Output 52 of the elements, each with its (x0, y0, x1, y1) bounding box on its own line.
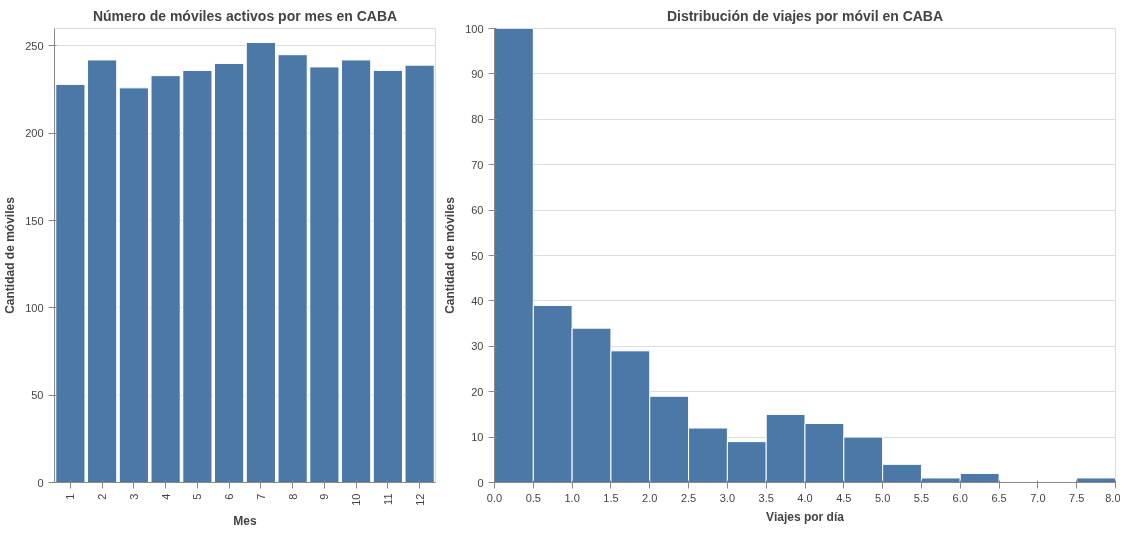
x-tick-label: 6.5 (991, 491, 1007, 504)
x-tick-label: 6.0 (952, 491, 968, 504)
x-tick-label: 5 (191, 493, 204, 500)
y-axis-title: Cantidad de móviles (443, 196, 458, 314)
y-tick-label: 250 (25, 39, 44, 52)
y-tick-label: 40 (471, 294, 484, 307)
x-tick-label: 8 (286, 493, 299, 500)
x-axis-title: Mes (233, 513, 257, 528)
y-tick-label: 60 (471, 204, 484, 217)
x-tick-label: 3.5 (758, 491, 774, 504)
y-tick-label: 30 (471, 340, 484, 353)
x-tick-label: 6 (223, 493, 236, 500)
x-tick-label: 1 (64, 493, 77, 500)
y-tick-label: 70 (471, 158, 484, 171)
x-tick-label: 2.0 (642, 491, 658, 504)
y-tick-label: 0 (37, 476, 44, 489)
x-tick-label: 5.5 (913, 491, 930, 504)
x-tick-label: 4.0 (797, 491, 813, 504)
x-tick-label: 8.0 (1105, 491, 1121, 504)
y-tick-label: 0 (477, 476, 484, 489)
x-tick-label: 1.0 (564, 491, 580, 504)
x-tick-label: 4 (159, 493, 172, 500)
x-tick-label: 11 (381, 493, 394, 505)
chart-title: Distribución de viajes por móvil en CABA (666, 7, 944, 24)
x-tick-label: 3 (127, 493, 140, 500)
x-tick-label: 7.0 (1030, 491, 1046, 504)
y-tick-label: 150 (25, 214, 44, 227)
x-tick-label: 1.5 (603, 491, 619, 504)
x-tick-label: 7.5 (1069, 491, 1085, 504)
y-axis-title: Cantidad de móviles (3, 196, 18, 314)
y-tick-label: 50 (31, 389, 44, 402)
y-tick-label: 100 (25, 301, 44, 314)
x-tick-label: 2 (96, 493, 109, 500)
x-tick-label: 7 (254, 493, 267, 500)
y-tick-label: 20 (471, 385, 484, 398)
x-tick-label: 10 (350, 493, 363, 506)
x-tick-label: 0.5 (525, 491, 541, 504)
y-tick-label: 50 (471, 249, 484, 262)
x-tick-label: 4.5 (836, 491, 852, 504)
x-tick-label: 0.0 (486, 491, 503, 504)
y-tick-label: 80 (471, 113, 484, 126)
x-tick-label: 9 (318, 493, 331, 500)
x-tick-label: 3.0 (719, 491, 736, 504)
x-tick-label: 5.0 (874, 491, 891, 504)
chart-title: Número de móviles activos por mes en CABA (92, 7, 398, 24)
x-tick-label: 12 (413, 493, 426, 506)
x-tick-label: 2.5 (680, 491, 697, 504)
y-tick-label: 10 (471, 431, 484, 444)
y-tick-label: 100 (465, 22, 484, 35)
y-tick-label: 200 (25, 127, 44, 140)
x-axis-title: Viajes por día (766, 509, 845, 524)
y-tick-label: 90 (471, 67, 484, 80)
